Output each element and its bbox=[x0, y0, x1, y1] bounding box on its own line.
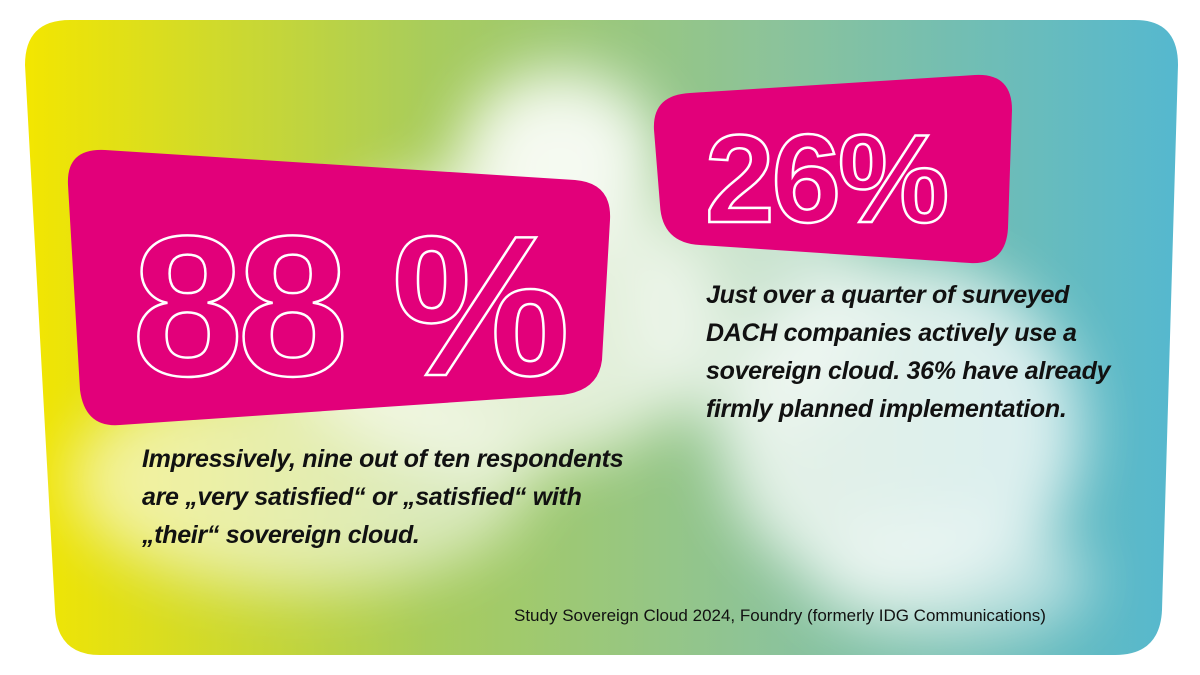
text-line: Impressively, nine out of ten respondent… bbox=[142, 445, 624, 473]
text-line: sovereign cloud. 36% have already bbox=[706, 357, 1111, 385]
stat2-badge bbox=[653, 74, 1012, 264]
text-line: are „very satisfied“ or „satisfied“ with bbox=[142, 483, 582, 511]
text-line: „their“ sovereign cloud. bbox=[142, 521, 420, 549]
source-citation: Study Sovereign Cloud 2024, Foundry (for… bbox=[514, 606, 1046, 625]
text-line: DACH companies actively use a bbox=[706, 319, 1077, 347]
stat1-description: Impressively, nine out of ten respondent… bbox=[142, 440, 624, 554]
stat2-description: Just over a quarter of surveyed DACH com… bbox=[706, 276, 1110, 428]
text-line: Just over a quarter of surveyed bbox=[706, 281, 1070, 309]
stat1-value: 88 % bbox=[132, 195, 565, 418]
stat2-value: 26% bbox=[705, 110, 946, 249]
text-line: firmly planned implementation. bbox=[706, 395, 1067, 423]
stat1-badge bbox=[67, 149, 611, 426]
